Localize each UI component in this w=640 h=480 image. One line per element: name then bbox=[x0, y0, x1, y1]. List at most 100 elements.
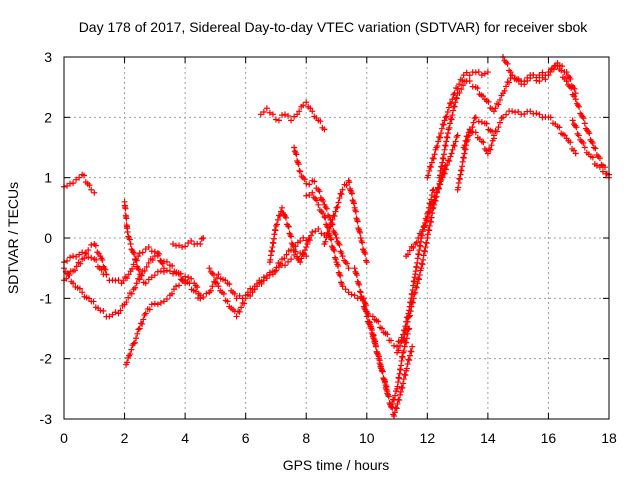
data-point-interp bbox=[423, 217, 430, 224]
series-track-3 bbox=[61, 252, 204, 320]
data-point-interp bbox=[311, 178, 318, 185]
data-point-interp bbox=[406, 352, 413, 359]
data-point-interp bbox=[273, 264, 280, 271]
data-point-interp bbox=[423, 239, 430, 246]
data-point-interp bbox=[123, 215, 130, 222]
data-point-interp bbox=[403, 335, 410, 342]
data-point bbox=[409, 343, 416, 350]
data-point bbox=[297, 168, 304, 175]
data-point bbox=[572, 150, 579, 157]
data-point-interp bbox=[337, 272, 344, 279]
data-point-interp bbox=[185, 240, 192, 247]
data-point-interp bbox=[346, 179, 353, 186]
data-point-interp bbox=[64, 257, 71, 264]
data-point-interp bbox=[336, 195, 343, 202]
data-point bbox=[206, 265, 213, 272]
data-point-interp bbox=[323, 205, 330, 212]
data-point-interp bbox=[462, 137, 469, 144]
data-point bbox=[593, 162, 600, 169]
data-point-interp bbox=[336, 241, 343, 248]
data-point-interp bbox=[296, 167, 303, 174]
data-point bbox=[157, 268, 164, 275]
series-track-1 bbox=[61, 171, 98, 196]
data-point-interp bbox=[385, 393, 392, 400]
data-point-interp bbox=[308, 232, 315, 239]
data-point-interp bbox=[441, 117, 448, 124]
data-point-interp bbox=[338, 250, 345, 257]
data-point-interp bbox=[342, 286, 349, 293]
data-point bbox=[188, 238, 195, 245]
data-point-interp bbox=[515, 77, 522, 84]
data-point bbox=[303, 180, 310, 187]
data-point bbox=[378, 367, 385, 374]
data-point-interp bbox=[176, 242, 183, 249]
data-point bbox=[103, 271, 110, 278]
data-point bbox=[242, 295, 249, 302]
data-point-interp bbox=[120, 277, 127, 284]
data-point-interp bbox=[132, 284, 139, 291]
data-point bbox=[575, 132, 582, 139]
data-point-interp bbox=[533, 110, 540, 117]
data-point bbox=[536, 111, 543, 118]
data-point-interp bbox=[571, 93, 578, 100]
data-point-interp bbox=[418, 260, 425, 267]
data-point-interp bbox=[254, 283, 261, 290]
data-point-interp bbox=[530, 71, 537, 78]
data-point bbox=[132, 256, 139, 263]
data-point-interp bbox=[137, 320, 144, 327]
data-point-interp bbox=[291, 113, 298, 120]
data-point-interp bbox=[126, 236, 133, 243]
data-point-interp bbox=[408, 303, 415, 310]
data-point-interp bbox=[418, 231, 425, 238]
data-point-interp bbox=[461, 142, 468, 149]
data-point-interp bbox=[395, 347, 402, 354]
data-point-interp bbox=[515, 108, 522, 115]
data-point-interp bbox=[406, 357, 413, 364]
data-point-interp bbox=[576, 103, 583, 110]
data-point bbox=[309, 108, 316, 115]
data-point-interp bbox=[299, 250, 306, 257]
data-point bbox=[148, 274, 155, 281]
data-point-interp bbox=[384, 388, 391, 395]
data-point-interp bbox=[151, 272, 158, 279]
data-point-interp bbox=[302, 247, 309, 254]
data-point bbox=[581, 120, 588, 127]
data-point bbox=[224, 298, 231, 305]
data-point bbox=[509, 108, 516, 115]
data-point bbox=[269, 111, 276, 118]
data-point-interp bbox=[275, 212, 282, 219]
data-point bbox=[490, 108, 497, 115]
data-point bbox=[257, 111, 264, 118]
data-point-interp bbox=[439, 121, 446, 128]
data-point bbox=[394, 343, 401, 350]
data-point-interp bbox=[129, 265, 136, 272]
data-points bbox=[61, 54, 612, 419]
data-point-interp bbox=[128, 290, 135, 297]
data-point-interp bbox=[475, 68, 482, 75]
data-point-interp bbox=[391, 409, 398, 416]
data-point-interp bbox=[497, 119, 503, 126]
data-point bbox=[369, 313, 376, 320]
data-point-interp bbox=[236, 292, 243, 299]
data-point-interp bbox=[567, 75, 574, 82]
data-point-interp bbox=[567, 139, 574, 146]
data-point-interp bbox=[481, 70, 488, 77]
data-point-interp bbox=[492, 105, 499, 112]
data-point-interp bbox=[404, 318, 411, 325]
data-point-interp bbox=[463, 69, 470, 76]
data-point-interp bbox=[466, 72, 473, 79]
data-point-interp bbox=[433, 189, 440, 196]
series-track-25 bbox=[569, 117, 612, 181]
data-point-interp bbox=[379, 368, 386, 375]
data-point-interp bbox=[292, 248, 299, 255]
data-point bbox=[79, 289, 86, 296]
data-point-interp bbox=[285, 223, 292, 230]
data-point-interp bbox=[354, 218, 361, 225]
data-point-interp bbox=[356, 281, 363, 288]
data-point-interp bbox=[296, 108, 303, 115]
data-point-interp bbox=[432, 194, 439, 201]
x-tick-label: 4 bbox=[181, 430, 189, 446]
data-point-interp bbox=[580, 140, 587, 147]
data-point bbox=[263, 105, 270, 112]
